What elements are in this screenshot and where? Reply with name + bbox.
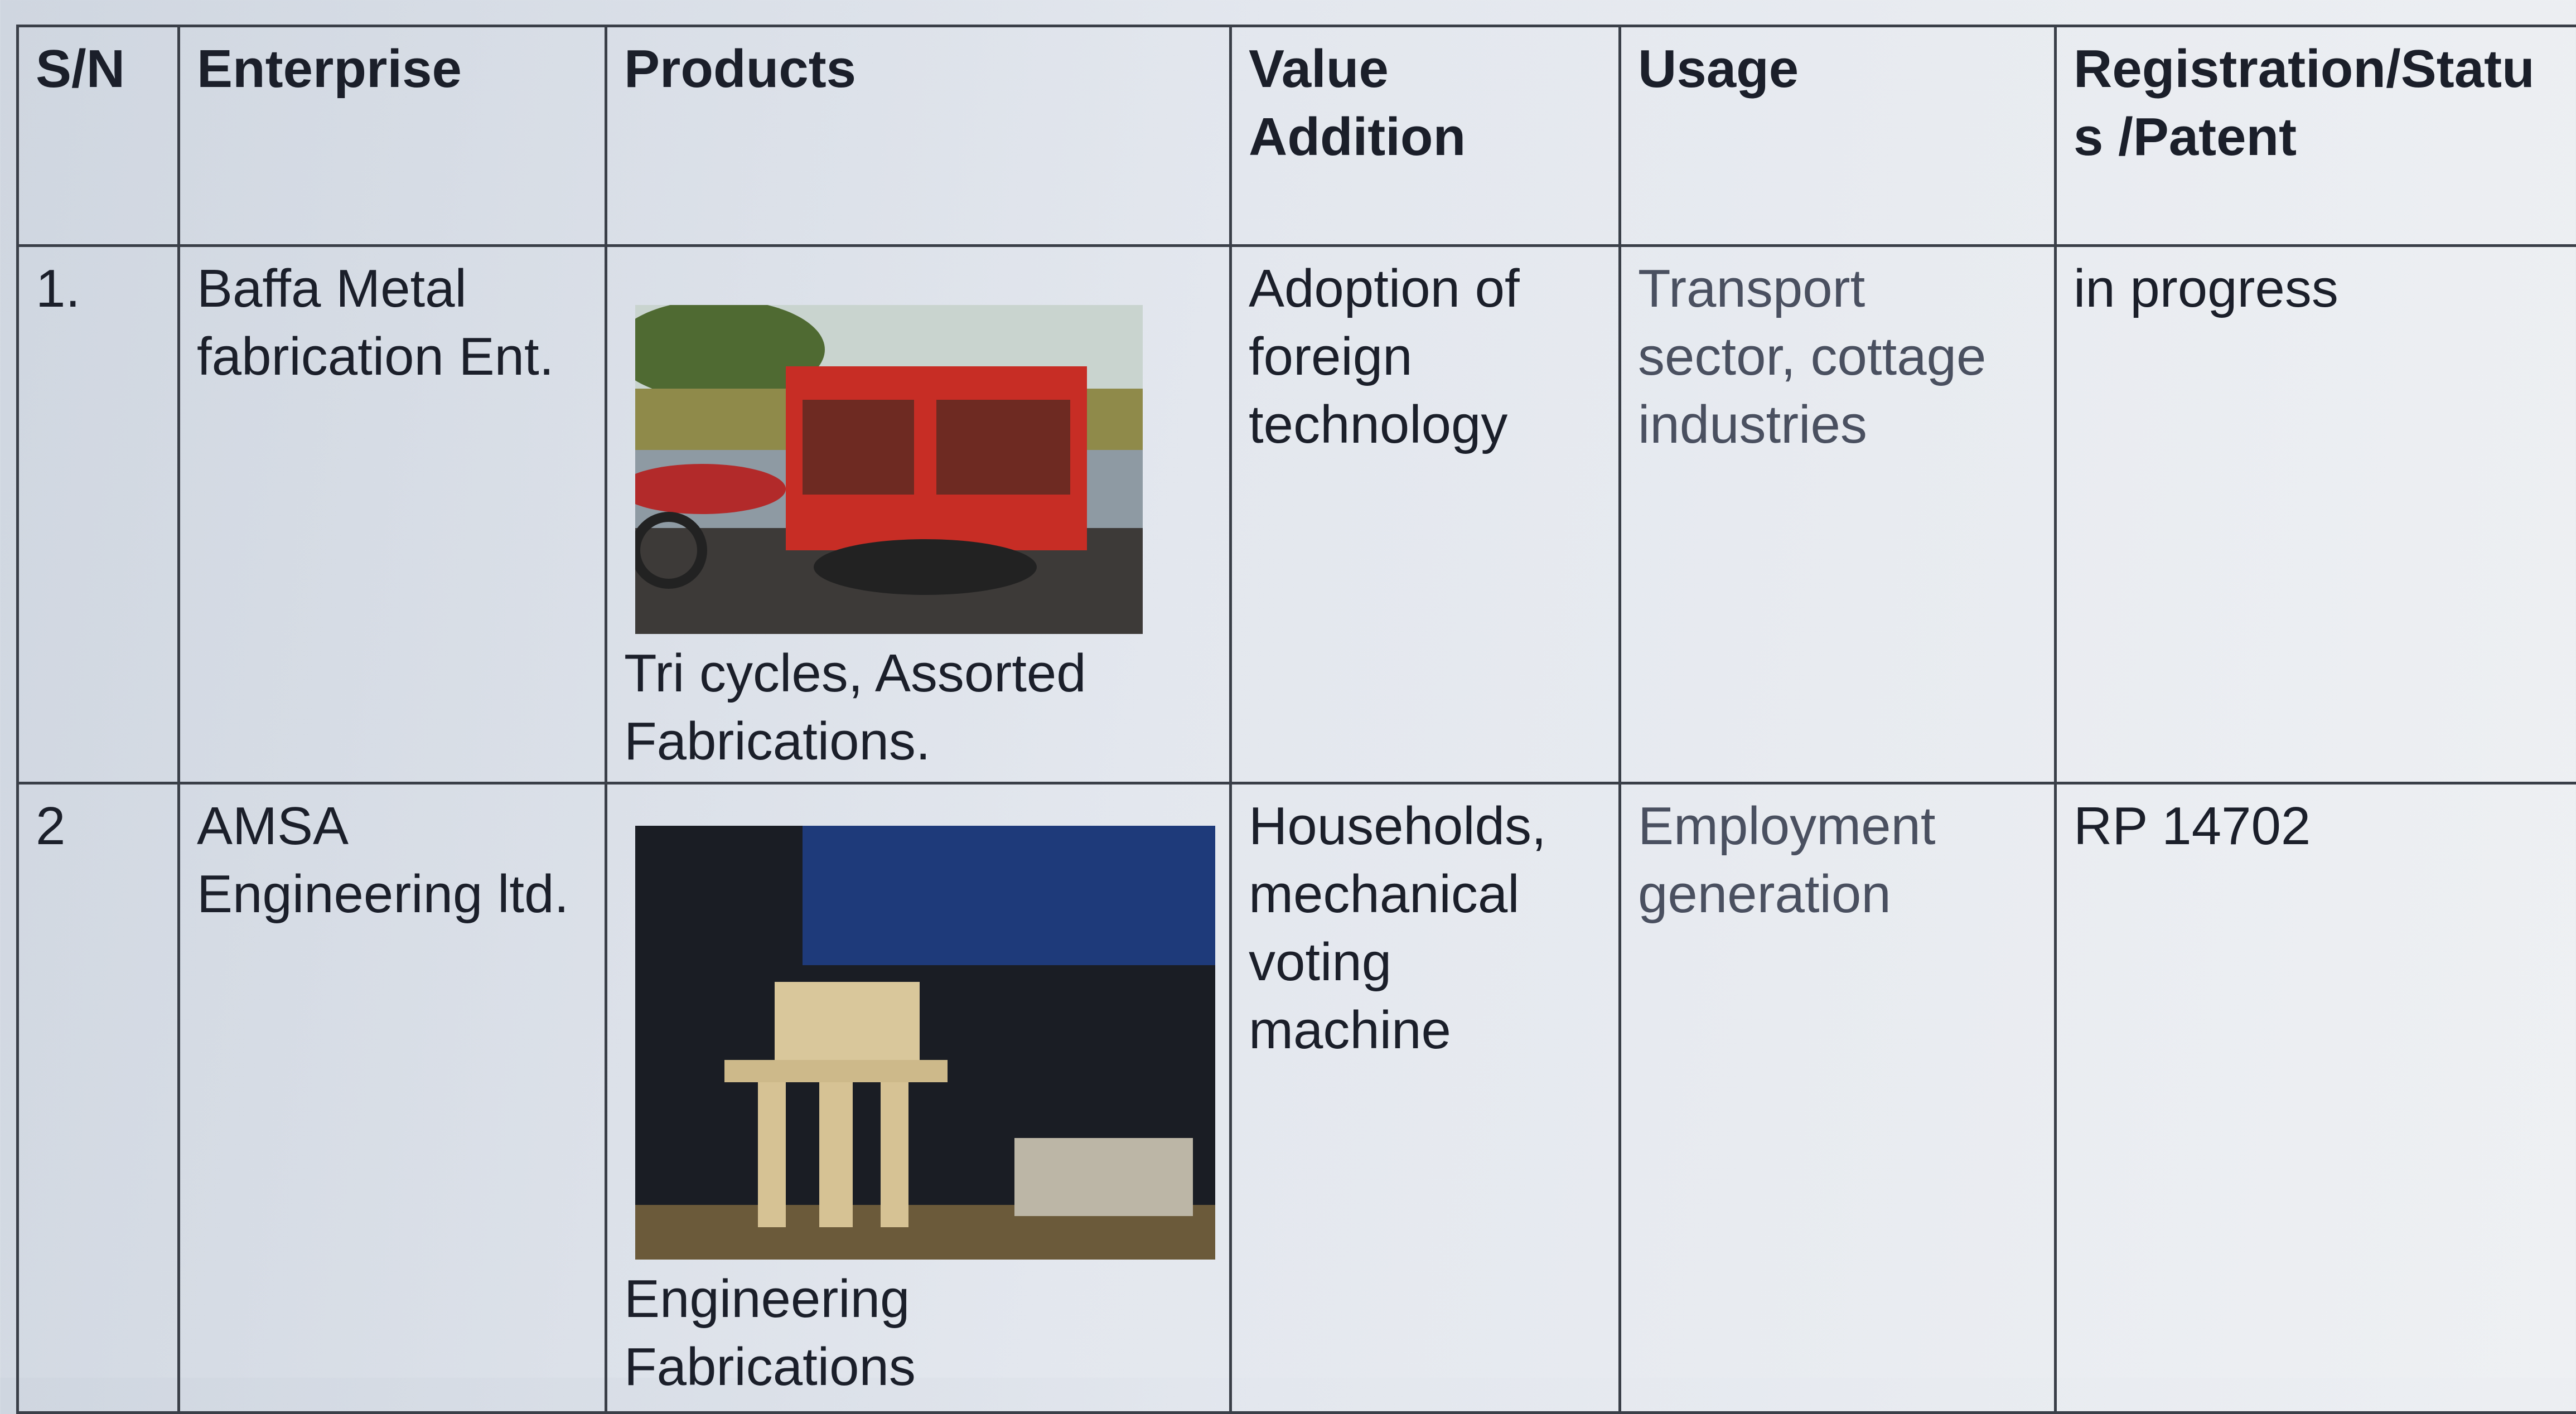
cell: Engineering Fabrications [606, 783, 1231, 1413]
cell: AMSA Engineering ltd. [179, 783, 606, 1413]
header-row: S/N Enterprise Products Value Addition U… [18, 26, 2576, 246]
product-caption: Tri cycles, Assorted Fabrications. [624, 640, 1212, 776]
cell: in progress [2056, 246, 2576, 783]
cell: 1. [18, 246, 179, 783]
table-row: 2 AMSA Engineering ltd. Engineering Fabr… [18, 783, 2576, 1413]
cell: Baffa Metal fabrication Ent. [179, 246, 606, 783]
product-photo [635, 826, 1215, 1260]
header-cell: S/N [18, 26, 179, 246]
cell: 2 [18, 783, 179, 1413]
cell: Employment generation [1620, 783, 2056, 1413]
product-photo [635, 305, 1143, 634]
header-cell: Products [606, 26, 1231, 246]
cell: Households, mechanical voting machine [1231, 783, 1620, 1413]
cell: Adoption of foreign technology [1231, 246, 1620, 783]
enterprise-table: S/N Enterprise Products Value Addition U… [16, 25, 2576, 1414]
product-caption: Engineering Fabrications [624, 1265, 1212, 1401]
header-cell: Value Addition [1231, 26, 1620, 246]
page: {"table": { "headers": ["S/N", "Enterpri… [0, 0, 2576, 1378]
cell: RP 14702 [2056, 783, 2576, 1413]
header-cell: Registration/Status /Patent [2056, 26, 2576, 246]
cell: Transport sector, cottage industries [1620, 246, 2056, 783]
header-cell: Usage [1620, 26, 2056, 246]
header-cell: Enterprise [179, 26, 606, 246]
table-row: 1. Baffa Metal fabrication Ent. Tri cycl… [18, 246, 2576, 783]
cell: Tri cycles, Assorted Fabrications. [606, 246, 1231, 783]
